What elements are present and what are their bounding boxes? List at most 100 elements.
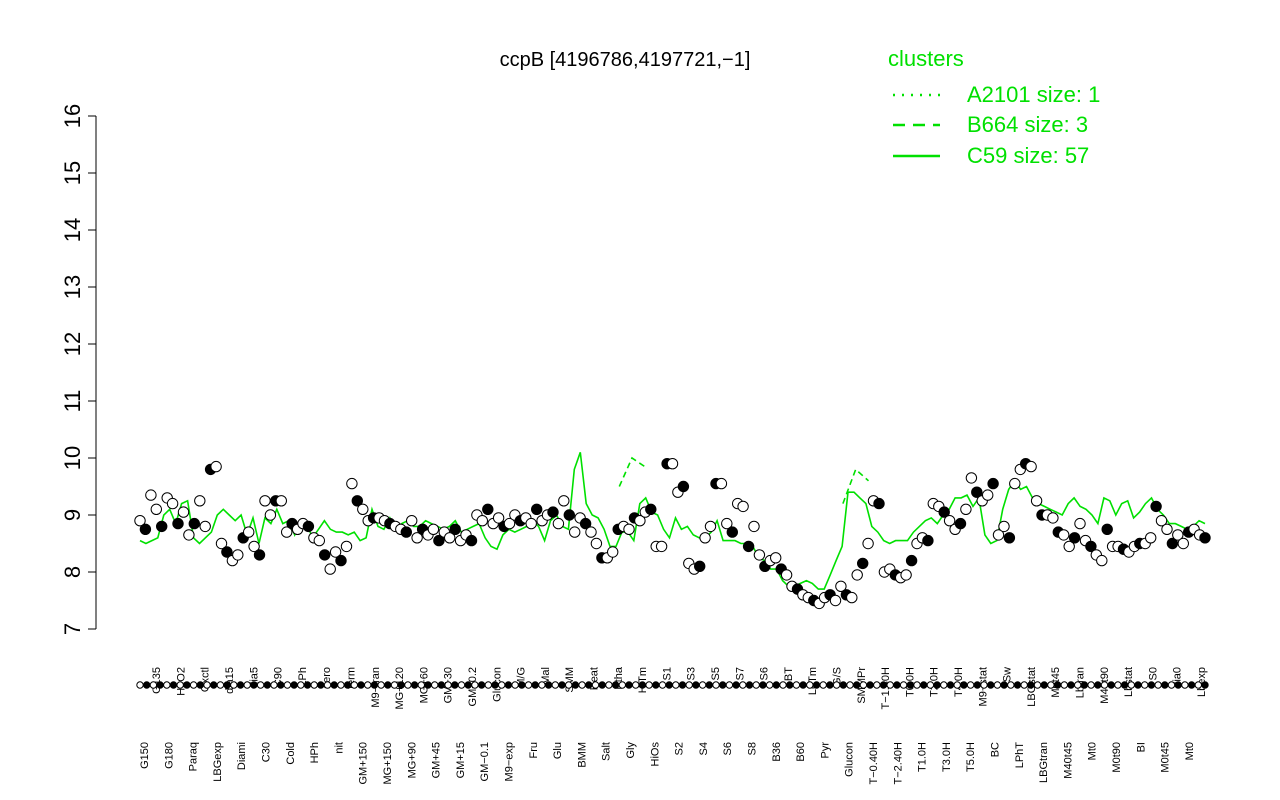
rug-mark [712,681,720,689]
data-point [145,489,157,501]
rug-mark [799,681,807,689]
rug-mark [678,681,687,689]
data-point [1009,477,1021,490]
data-point [590,537,603,550]
rug-mark [484,681,492,689]
x-tick-label: LPhT [1014,742,1026,769]
rug-mark [504,681,513,689]
data-point [965,472,978,484]
data-point [971,486,983,498]
data-point [215,537,228,550]
data-point [1145,532,1157,544]
rug-mark [1107,681,1115,689]
x-tick-label: HiOs [649,742,661,767]
rug-mark [1167,681,1176,689]
rug-mark [323,681,332,689]
rug-mark [404,681,412,689]
x-tick-label: LBGexp [212,742,224,782]
x-tick-label: Mt0 [1184,742,1196,760]
data-point [357,503,369,515]
x-tick-label: BT [783,667,795,681]
rug-mark [169,681,178,689]
data-point [346,477,358,490]
x-tick-label: Mal [540,667,552,685]
data-point [552,517,565,530]
x-tick-label: GM+45 [431,742,443,778]
x-tick-label: Sw [1002,667,1014,682]
x-tick-label: BC [990,742,1002,757]
rug-mark [759,681,767,689]
x-tick-label: LoTm [807,667,819,695]
y-tick-label: 14 [60,218,85,242]
rug-mark [765,681,774,689]
data-point [960,503,972,515]
rug-mark [283,681,292,689]
y-tick-label: 15 [60,161,85,185]
data-point [1150,500,1162,513]
rug-mark [1020,681,1028,689]
rug-mark [1027,681,1035,689]
rug-mark [290,681,298,689]
rug-mark [518,681,526,689]
data-point [1199,532,1211,544]
x-tick-label: M0t45 [1160,742,1172,773]
data-point [482,503,494,515]
data-point [139,523,152,535]
rug-mark [1040,681,1048,689]
rug-mark [410,681,419,689]
rug-mark [772,681,780,689]
x-tick-label: Paraq [188,742,200,771]
rug-mark [879,681,888,689]
rug-mark [719,681,727,689]
x-tick-label: GM−0.1 [479,742,491,781]
rug-mark [638,681,647,689]
rug-mark [457,681,466,689]
rug-mark [464,681,472,689]
y-axis: 7 8 9 10 11 12 13 14 15 16 [60,104,97,635]
x-tick-label: BI [1135,742,1147,752]
rug-mark [853,681,861,689]
data-point [1155,515,1168,527]
rug-mark [946,681,955,689]
data-point [1096,554,1108,567]
data-point [737,500,749,513]
rug-mark [926,681,935,689]
rug-mark [1007,681,1015,689]
rug-mark [189,681,198,689]
data-point [655,540,668,553]
legend-label-a2101: A2101 size: 1 [967,82,1100,107]
rug-mark [906,681,914,689]
rug-mark [183,681,191,689]
data-point [319,549,331,561]
data-point [183,529,195,541]
data-point [699,532,711,544]
rug-mark [1161,681,1169,689]
x-tick-label: Fru [528,742,540,759]
data-point [232,549,244,561]
rug-mark [1154,681,1162,689]
rug-mark [1127,681,1136,689]
data-point [134,515,146,527]
cluster-lines [139,452,1206,590]
x-tick-label: SMM [564,667,576,693]
data-point [992,529,1005,541]
data-point [329,546,342,558]
data-point [400,526,412,538]
data-point [569,526,581,538]
rug-mark [1147,681,1156,689]
x-tick-label: HPh [309,742,321,763]
data-point [340,540,353,553]
data-point [694,560,706,572]
y-tick-label: 13 [60,275,85,299]
data-point [335,554,347,567]
rug-mark [444,681,452,689]
rug-mark [953,681,961,689]
data-point [1030,495,1043,507]
x-tick-label: S7 [734,667,746,680]
data-point [857,557,869,570]
y-tick-label: 16 [60,104,85,128]
rug-mark [685,681,693,689]
data-point [982,489,994,501]
cluster-line-b664 [618,456,646,487]
rug-mark [1120,681,1129,689]
